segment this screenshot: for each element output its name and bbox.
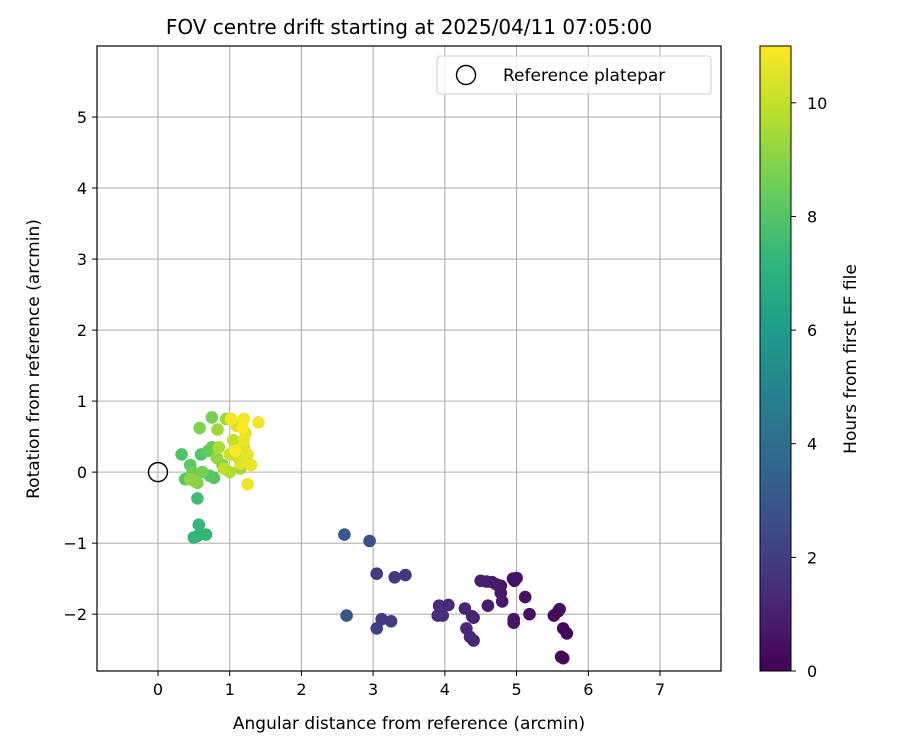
x-tick-label: 5 (511, 680, 521, 699)
data-point (241, 477, 254, 491)
data-points (175, 411, 574, 665)
data-point (340, 609, 353, 622)
data-point (199, 528, 213, 541)
data-point (370, 622, 384, 635)
data-point (227, 433, 240, 447)
data-point (507, 616, 520, 629)
x-tick-label: 6 (583, 680, 593, 699)
colorbar-tick-label: 2 (807, 548, 817, 567)
y-axis-label: Rotation from reference (arcmin) (24, 219, 44, 499)
data-point (229, 444, 242, 458)
data-point (252, 416, 265, 429)
colorbar-tick-label: 6 (807, 321, 817, 340)
data-point (436, 609, 450, 622)
data-point (458, 602, 472, 615)
y-tick-label: 0 (77, 463, 87, 482)
chart-title: FOV centre drift starting at 2025/04/11 … (166, 15, 652, 39)
colorbar-tick-label: 8 (807, 207, 817, 226)
legend: Reference platepar (436, 55, 712, 95)
colorbar-tick-label: 4 (807, 435, 817, 454)
data-point (210, 451, 224, 465)
y-tick-label: −2 (63, 605, 87, 624)
data-point (384, 615, 398, 628)
data-point (510, 571, 523, 585)
data-point (224, 412, 238, 426)
data-point (442, 598, 455, 612)
data-point (217, 462, 231, 475)
y-tick-label: −1 (63, 534, 87, 553)
data-point (370, 567, 384, 580)
data-point (363, 534, 376, 548)
legend-label: Reference platepar (503, 66, 665, 86)
colorbar-tick-label: 0 (807, 662, 817, 681)
legend-marker-icon (455, 64, 477, 86)
y-tick-label: 4 (77, 179, 87, 198)
data-point (553, 602, 566, 616)
data-point (175, 448, 188, 461)
y-tick-label: 1 (77, 392, 87, 411)
colorbar-gradient (759, 45, 792, 672)
data-point (523, 607, 536, 621)
data-point (560, 627, 574, 640)
data-point (518, 590, 532, 604)
y-tick-label: 2 (77, 321, 87, 340)
data-point (375, 612, 389, 626)
data-point (241, 448, 254, 461)
x-tick-label: 2 (296, 680, 306, 699)
colorbar: 0 2 4 6 8 10 Hours from first FF file (759, 45, 861, 681)
data-point (191, 492, 204, 505)
data-point (237, 433, 251, 447)
data-point (495, 595, 509, 608)
data-point (236, 421, 249, 435)
colorbar-ticks: 0 2 4 6 8 10 (791, 94, 827, 681)
x-axis-ticks: 0 1 2 3 4 5 6 7 (153, 671, 665, 699)
data-point (192, 518, 206, 531)
data-point (481, 599, 495, 612)
data-point (193, 421, 206, 435)
x-tick-label: 3 (368, 680, 378, 699)
data-point (234, 457, 247, 470)
colorbar-label: Hours from first FF file (841, 264, 861, 454)
data-point (432, 599, 446, 612)
data-point (467, 611, 480, 624)
x-tick-label: 7 (655, 680, 665, 699)
y-axis-ticks: −2 −1 0 1 2 3 4 5 (63, 108, 97, 624)
data-point (244, 458, 258, 472)
y-tick-label: 5 (77, 108, 87, 127)
data-point (338, 528, 351, 541)
x-tick-label: 4 (440, 680, 450, 699)
data-point (556, 651, 570, 665)
data-point (183, 472, 197, 486)
data-point (388, 571, 402, 584)
x-tick-label: 0 (153, 680, 163, 699)
data-point (474, 574, 488, 588)
plot-frame (96, 45, 722, 672)
x-tick-label: 1 (225, 680, 235, 699)
reference-platepar-marker (147, 461, 169, 483)
data-point (467, 634, 480, 647)
colorbar-tick-label: 10 (807, 94, 827, 113)
data-point (205, 411, 219, 424)
legend-box (436, 55, 712, 95)
data-point (211, 423, 224, 436)
x-axis-label: Angular distance from reference (arcmin) (233, 714, 585, 734)
data-point (399, 568, 412, 582)
y-tick-label: 3 (77, 250, 87, 269)
data-point (196, 465, 209, 479)
data-point (212, 441, 226, 454)
